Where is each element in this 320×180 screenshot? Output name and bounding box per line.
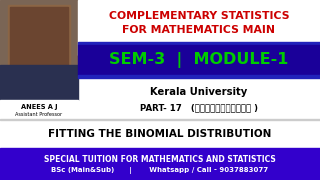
Bar [78,42,320,45]
Bar [0,100,78,120]
Bar [0,120,320,148]
Text: FOR MATHEMATICS MAIN: FOR MATHEMATICS MAIN [123,25,276,35]
Bar [78,45,320,75]
Text: ANEES A J: ANEES A J [21,104,57,110]
Text: BSc (Main&Sub)      |       Whatsapp / Call - 9037883077: BSc (Main&Sub) | Whatsapp / Call - 90378… [52,168,268,174]
Bar [0,0,78,100]
Text: Kerala University: Kerala University [150,87,248,97]
Text: COMPLEMENTARY STATISTICS: COMPLEMENTARY STATISTICS [109,11,289,21]
Bar [0,65,78,100]
Bar [78,75,320,78]
Bar [0,119,320,120]
Text: SEM-3  |  MODULE-1: SEM-3 | MODULE-1 [109,52,289,68]
Bar [78,78,320,120]
Text: Assistant Professor: Assistant Professor [15,111,63,116]
Bar [10,7,68,67]
Text: PART- 17   (മലയാളത്തില്‌ ): PART- 17 (മലയാളത്തില്‌ ) [140,103,258,112]
Text: SPECIAL TUITION FOR MATHEMATICS AND STATISTICS: SPECIAL TUITION FOR MATHEMATICS AND STAT… [44,154,276,163]
Bar [0,148,320,180]
Text: FITTING THE BINOMIAL DISTRIBUTION: FITTING THE BINOMIAL DISTRIBUTION [48,129,272,139]
Bar [78,0,320,55]
Bar [8,5,70,70]
